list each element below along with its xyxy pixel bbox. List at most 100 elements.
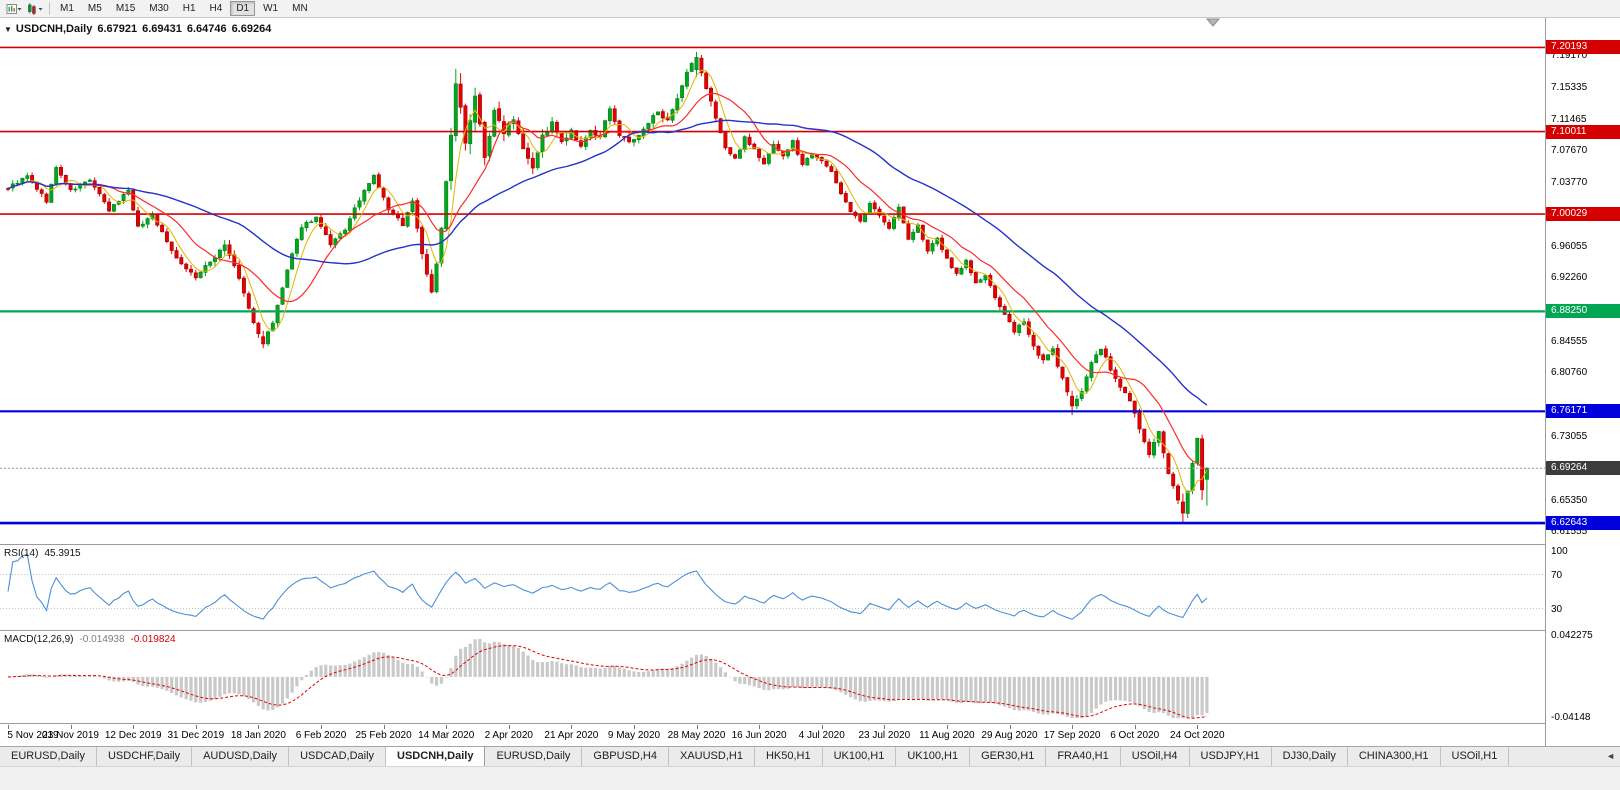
chart-tab-hk50-h1[interactable]: HK50,H1 bbox=[754, 747, 823, 766]
date-label: 21 Apr 2020 bbox=[544, 730, 599, 741]
price-scale-label: 7.19170 bbox=[1551, 49, 1588, 61]
price-scale-label: 6.92260 bbox=[1551, 272, 1588, 284]
date-tick bbox=[1197, 725, 1199, 729]
price-scale-label: 7.07670 bbox=[1551, 144, 1588, 156]
chart-tab-china300-h1[interactable]: CHINA300,H1 bbox=[1347, 747, 1441, 766]
period-toolbar: M1 M5 M15 M30 H1 H4 D1 W1 MN bbox=[0, 0, 1620, 18]
date-tick bbox=[571, 725, 573, 729]
chart-tab-xauusd-h1[interactable]: XAUUSD,H1 bbox=[668, 747, 755, 766]
date-label: 11 Aug 2020 bbox=[919, 730, 975, 741]
price-level-badge: 6.88250 bbox=[1546, 304, 1620, 319]
rsi-chart-svg[interactable] bbox=[0, 545, 1545, 630]
price-scale-label: 6.65350 bbox=[1551, 494, 1588, 506]
price-scale-label: 6.80760 bbox=[1551, 367, 1588, 379]
charts-menu-icon[interactable] bbox=[3, 1, 24, 17]
macd-signal-line bbox=[7, 645, 1207, 719]
macd-main-value: -0.014938 bbox=[79, 634, 125, 645]
timeframe-button-mn[interactable]: MN bbox=[292, 3, 308, 14]
date-tick bbox=[383, 725, 385, 729]
macd-label: MACD(12,26,9) -0.014938 -0.019824 bbox=[4, 634, 176, 645]
timeframe-button-m30[interactable]: M30 bbox=[149, 3, 169, 14]
date-label: 6 Oct 2020 bbox=[1110, 730, 1160, 741]
chart-tab-ger30-h1[interactable]: GER30,H1 bbox=[970, 747, 1047, 766]
date-label: 23 Jul 2020 bbox=[858, 730, 911, 741]
date-tick bbox=[258, 725, 260, 729]
timeframe-button-m15[interactable]: M15 bbox=[115, 3, 136, 14]
chart-column: ▼ USDCNH,Daily 6.67921 6.69431 6.64746 6… bbox=[0, 18, 1545, 746]
main-chart-pane[interactable]: ▼ USDCNH,Daily 6.67921 6.69431 6.64746 6… bbox=[0, 18, 1545, 544]
date-tick bbox=[321, 725, 322, 729]
level-lines-layer bbox=[0, 46, 1545, 525]
timeframe-button-w1[interactable]: W1 bbox=[263, 3, 279, 14]
date-tick bbox=[70, 725, 72, 729]
price-level-badge: 7.10011 bbox=[1546, 124, 1620, 139]
date-tick bbox=[1134, 725, 1136, 729]
macd-chart-svg[interactable] bbox=[0, 631, 1545, 723]
chart-tab-uk100-h1[interactable]: UK100,H1 bbox=[822, 747, 897, 766]
chart-tab-usdjpy-h1[interactable]: USDJPY,H1 bbox=[1189, 747, 1272, 766]
chart-tab-usdcnh-daily[interactable]: USDCNH,Daily bbox=[386, 747, 486, 766]
macd-histogram bbox=[11, 638, 1209, 719]
macd-pane[interactable]: MACD(12,26,9) -0.014938 -0.019824 bbox=[0, 630, 1545, 723]
date-tick bbox=[946, 725, 948, 729]
chart-title: ▼ USDCNH,Daily 6.67921 6.69431 6.64746 6… bbox=[4, 23, 271, 35]
candles-layer bbox=[6, 51, 1209, 523]
date-label: 24 Oct 2020 bbox=[1170, 730, 1225, 741]
chart-tab-dj30-daily[interactable]: DJ30,Daily bbox=[1271, 747, 1348, 766]
chart-tab-eurusd-daily[interactable]: EURUSD,Daily bbox=[485, 747, 583, 766]
toolbar-separator bbox=[49, 2, 50, 15]
tab-scroll-left-icon[interactable]: ◄ bbox=[1603, 751, 1618, 761]
timeframe-button-d1[interactable]: D1 bbox=[230, 1, 256, 16]
timeframe-button-h4[interactable]: H4 bbox=[209, 3, 223, 14]
price-chart-svg[interactable] bbox=[0, 18, 1545, 544]
chart-tab-gbpusd-h4[interactable]: GBPUSD,H4 bbox=[582, 747, 669, 766]
ma-5-line bbox=[7, 69, 1208, 494]
price-scale-label: 6.73055 bbox=[1551, 431, 1588, 442]
timeframe-button-m5[interactable]: M5 bbox=[87, 3, 102, 14]
date-label: 2 Apr 2020 bbox=[484, 730, 533, 741]
chart-symbol-label: USDCNH,Daily bbox=[15, 23, 93, 35]
timeframe-button-h1[interactable]: H1 bbox=[182, 3, 196, 14]
date-tick bbox=[821, 725, 823, 729]
macd-scale-min: -0.04148 bbox=[1551, 712, 1591, 723]
date-tick bbox=[1072, 725, 1074, 729]
rsi-scale-label: 70 bbox=[1551, 569, 1563, 581]
chart-tab-eurusd-daily[interactable]: EURUSD,Daily bbox=[0, 747, 97, 766]
one-click-trading-toggle[interactable]: ▼ bbox=[4, 24, 12, 34]
date-label: 6 Feb 2020 bbox=[295, 730, 347, 741]
rsi-label: RSI(14) 45.3915 bbox=[4, 548, 81, 559]
macd-scale-max: 0.042275 bbox=[1551, 630, 1593, 641]
rsi-scale-label: 30 bbox=[1551, 603, 1563, 615]
chart-tab-usdchf-daily[interactable]: USDCHF,Daily bbox=[96, 747, 193, 766]
chart-shift-marker[interactable] bbox=[1205, 18, 1221, 27]
price-scale-label: 6.61555 bbox=[1551, 526, 1588, 538]
chart-tab-usoil-h1[interactable]: USOil,H1 bbox=[1440, 747, 1510, 766]
chart-tab-fra40-h1[interactable]: FRA40,H1 bbox=[1046, 747, 1121, 766]
date-tick bbox=[696, 725, 698, 729]
periods-menu-icon[interactable] bbox=[24, 1, 45, 17]
ma-13-line bbox=[7, 92, 1208, 471]
date-axis: 5 Nov 2019 23 Nov 2019 12 Dec 2019 31 Dec 2… bbox=[0, 723, 1545, 746]
timeframe-button-m1[interactable]: M1 bbox=[60, 3, 74, 14]
rsi-name: RSI(14) bbox=[4, 548, 39, 559]
status-bar bbox=[0, 766, 1620, 790]
price-level-badge: 6.62643 bbox=[1546, 516, 1620, 531]
chart-tab-usdcad-daily[interactable]: USDCAD,Daily bbox=[289, 747, 387, 766]
date-label: 31 Dec 2019 bbox=[167, 730, 225, 741]
date-label: 5 Nov 2019 bbox=[7, 730, 59, 741]
price-scale-label: 7.15335 bbox=[1551, 81, 1588, 93]
price-level-badge: 6.76171 bbox=[1546, 404, 1620, 419]
date-tick bbox=[634, 725, 635, 729]
chart-tab-audusd-daily[interactable]: AUDUSD,Daily bbox=[192, 747, 290, 766]
chart-tab-bar: ◄ EURUSD,Daily USDCHF,Daily AUDUSD,Daily US… bbox=[0, 746, 1620, 766]
date-label: 9 May 2020 bbox=[607, 730, 661, 741]
date-label: 23 Nov 2019 bbox=[42, 730, 99, 741]
chart-tab-usoil-h4[interactable]: USOil,H4 bbox=[1120, 747, 1190, 766]
rsi-pane[interactable]: RSI(14) 45.3915 bbox=[0, 544, 1545, 630]
date-label: 29 Aug 2020 bbox=[981, 730, 1038, 741]
chart-tab-uk100-h1[interactable]: UK100,H1 bbox=[896, 747, 971, 766]
date-tick bbox=[1009, 725, 1011, 729]
rsi-line bbox=[7, 553, 1208, 620]
current-price-badge: 6.69264 bbox=[1546, 461, 1620, 476]
price-axis: 7.19170 7.15335 7.11465 7.07670 7.03770 6.960… bbox=[1545, 18, 1620, 746]
